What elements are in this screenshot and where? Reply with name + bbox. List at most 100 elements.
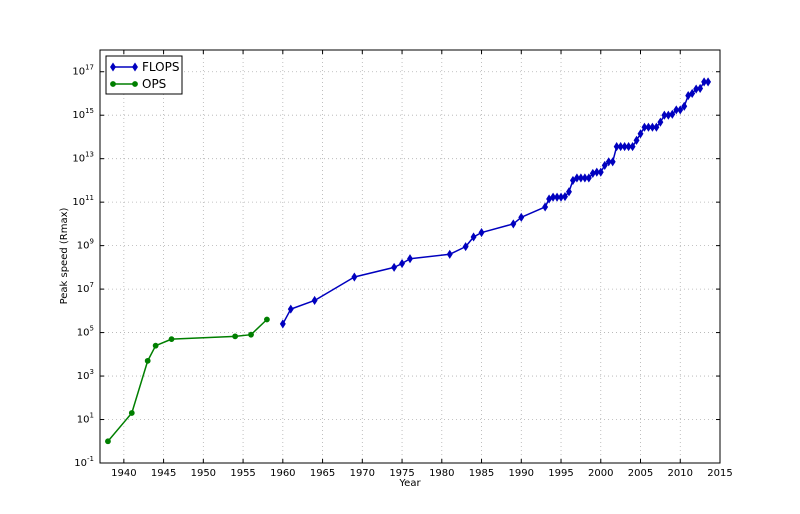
- data-point: [144, 357, 151, 364]
- x-tick-label: 1970: [350, 468, 375, 479]
- x-tick-label: 1950: [191, 468, 216, 479]
- y-tick-base: 10: [77, 371, 90, 382]
- y-tick-exponent: 11: [85, 194, 94, 202]
- x-tick-label: 1940: [111, 468, 136, 479]
- data-point: [132, 62, 138, 72]
- data-point: [279, 319, 286, 329]
- data-point: [232, 333, 239, 340]
- y-tick-exponent: 1: [90, 412, 94, 420]
- legend-label-flops: FLOPS: [142, 60, 179, 74]
- data-point: [391, 262, 398, 272]
- y-axis-label: Peak speed (Rmax): [59, 207, 70, 304]
- x-tick-label: 1990: [509, 468, 534, 479]
- data-point: [661, 110, 668, 120]
- data-point: [566, 187, 572, 197]
- y-tick-base: 10: [77, 241, 90, 252]
- legend-item-flops: FLOPS: [110, 60, 179, 74]
- data-point: [110, 62, 116, 72]
- x-tick-label: 2000: [588, 468, 613, 479]
- y-tick-base: 10: [72, 110, 85, 121]
- series-flops: [279, 77, 712, 329]
- x-tick-label: 2015: [707, 468, 732, 479]
- data-point: [613, 142, 620, 152]
- data-point: [609, 157, 616, 167]
- x-tick-label: 1955: [230, 468, 255, 479]
- y-tick-base: 10: [77, 415, 90, 426]
- data-point: [637, 129, 644, 139]
- data-point: [128, 410, 135, 416]
- data-point: [649, 122, 656, 132]
- data-point: [407, 254, 413, 264]
- x-tick-label: 1980: [429, 468, 454, 479]
- y-tick-base: 10: [72, 154, 85, 165]
- data-point: [673, 105, 680, 115]
- y-tick-base: 10: [77, 284, 90, 295]
- data-point: [462, 242, 469, 252]
- data-point: [105, 438, 111, 445]
- data-point: [617, 142, 624, 152]
- y-tick-label: 101: [77, 412, 94, 426]
- x-tick-label: 1985: [469, 468, 494, 479]
- data-point: [110, 81, 116, 87]
- x-tick-label: 2005: [628, 468, 653, 479]
- data-point: [446, 249, 453, 259]
- data-point: [470, 232, 477, 242]
- y-tick-base: 10: [72, 67, 85, 78]
- y-tick-exponent: 3: [90, 368, 94, 376]
- data-point: [132, 81, 138, 87]
- legend-box: [105, 55, 183, 95]
- x-tick-label: 1975: [389, 468, 414, 479]
- data-point: [573, 173, 580, 183]
- data-point: [581, 173, 588, 183]
- data-point: [625, 142, 632, 152]
- series-ops: [105, 316, 270, 445]
- data-point: [605, 157, 612, 167]
- data-point: [657, 117, 664, 127]
- x-tick-label: 1995: [548, 468, 573, 479]
- data-point: [577, 173, 584, 183]
- data-point: [681, 101, 688, 111]
- data-point: [510, 219, 517, 229]
- data-point: [653, 122, 660, 132]
- legend: FLOPS OPS: [105, 55, 183, 95]
- data-point: [264, 316, 270, 323]
- data-point: [399, 258, 406, 269]
- y-tick-base: 10: [74, 458, 87, 469]
- y-tick-base: 10: [72, 197, 85, 208]
- x-tick-label: 1960: [270, 468, 295, 479]
- x-tick-label: 1965: [310, 468, 335, 479]
- y-tick-exponent: 9: [90, 238, 94, 246]
- y-tick-label: 1017: [72, 64, 94, 78]
- data-point: [478, 227, 485, 238]
- data-point: [677, 105, 684, 115]
- data-point: [689, 88, 696, 99]
- y-tick-label: 103: [77, 368, 94, 382]
- data-point: [621, 142, 628, 152]
- y-tick-label: 1011: [72, 194, 94, 208]
- data-point: [168, 336, 175, 343]
- data-point: [629, 142, 636, 152]
- data-point: [705, 77, 712, 87]
- data-point: [518, 212, 525, 222]
- y-tick-label: 10-1: [74, 455, 94, 469]
- data-point: [152, 342, 159, 349]
- data-point: [248, 331, 254, 338]
- legend-item-ops: OPS: [110, 77, 166, 91]
- data-point: [669, 109, 676, 119]
- y-tick-label: 1013: [72, 151, 94, 165]
- y-tick-exponent: 17: [85, 64, 94, 72]
- data-point: [697, 83, 704, 94]
- y-tick-label: 105: [77, 325, 94, 339]
- data-point: [311, 295, 318, 306]
- y-tick-exponent: 15: [85, 107, 94, 115]
- data-point: [633, 135, 640, 145]
- data-point: [554, 192, 561, 202]
- y-tick-exponent: -1: [87, 455, 94, 463]
- x-tick-label: 2010: [668, 468, 693, 479]
- data-point: [597, 167, 604, 177]
- y-tick-exponent: 13: [85, 151, 94, 159]
- data-point: [351, 272, 358, 282]
- data-point: [593, 167, 600, 177]
- data-point: [701, 77, 708, 87]
